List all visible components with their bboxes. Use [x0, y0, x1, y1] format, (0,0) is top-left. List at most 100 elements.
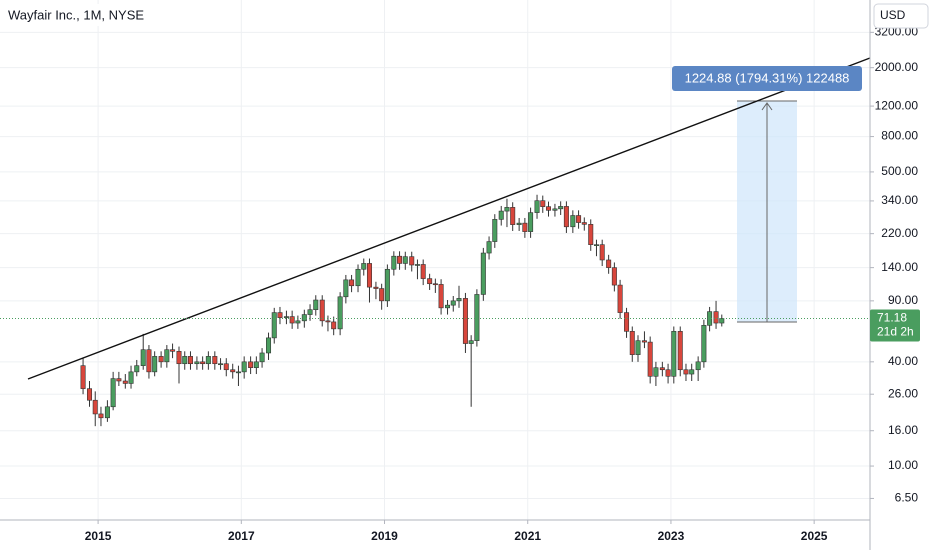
- candle-body: [427, 278, 433, 285]
- candle-body: [581, 222, 587, 225]
- candle-body: [104, 406, 110, 419]
- candle-body: [122, 380, 128, 384]
- candle-body: [719, 318, 725, 324]
- candle-body: [713, 311, 719, 324]
- candle-body: [504, 207, 510, 212]
- y-tick-label: 340.00: [881, 193, 918, 207]
- candle-body: [259, 352, 265, 363]
- currency-button[interactable]: [873, 3, 929, 29]
- measure-label: 1224.88 (1794.31%) 122488: [685, 70, 850, 85]
- candle-body: [116, 378, 122, 382]
- candle-body: [283, 316, 289, 318]
- candle-body: [545, 206, 551, 211]
- candle-body: [331, 321, 337, 330]
- candle-body: [313, 299, 319, 311]
- candle-body: [683, 369, 689, 375]
- candle-body: [307, 309, 313, 315]
- candle-body: [624, 312, 630, 332]
- candle-body: [641, 340, 647, 343]
- candle-body: [468, 340, 474, 344]
- candle-body: [152, 356, 158, 373]
- candle-body: [295, 320, 301, 324]
- measure-arrow-head: [761, 102, 773, 111]
- candle-body: [170, 349, 176, 352]
- candle-body: [384, 268, 390, 302]
- candle-body: [164, 349, 170, 363]
- candle-body: [194, 361, 200, 365]
- candle-body: [176, 351, 182, 365]
- candle-body: [617, 284, 623, 313]
- y-tick-label: 90.00: [888, 293, 918, 307]
- candle-body: [158, 356, 164, 363]
- last-price-label: 71.18: [877, 311, 907, 325]
- measure-label-bg: [672, 66, 862, 91]
- candle-body: [230, 369, 236, 373]
- candle-body: [450, 300, 456, 306]
- title-bg: [2, 4, 152, 26]
- y-tick-label: 40.00: [888, 354, 918, 368]
- y-tick-label: 16.00: [888, 423, 918, 437]
- last-price-tag: [870, 309, 920, 342]
- candle-body: [343, 279, 349, 298]
- candle-body: [629, 331, 635, 355]
- y-tick-label: 2000.00: [875, 60, 919, 74]
- candle-body: [325, 320, 331, 323]
- chart-title: Wayfair Inc., 1M, NYSE: [8, 7, 144, 22]
- y-tick-label: 500.00: [881, 164, 918, 178]
- candle-body: [677, 331, 683, 371]
- candle-body: [187, 356, 193, 365]
- candle-body: [576, 215, 582, 223]
- candle-body: [182, 356, 188, 365]
- candle-body: [140, 349, 146, 366]
- candle-body: [462, 298, 468, 344]
- candle-body: [540, 200, 546, 207]
- candle-body: [456, 298, 462, 302]
- candle-body: [563, 206, 569, 228]
- trend-line: [27, 57, 871, 380]
- candle-body: [110, 378, 116, 408]
- candle-body: [271, 312, 277, 339]
- y-tick-label: 140.00: [881, 260, 918, 274]
- candle-body: [355, 268, 361, 287]
- candle-body: [510, 207, 516, 225]
- candle-body: [665, 369, 671, 377]
- y-tick-label: 26.00: [888, 386, 918, 400]
- candle-body: [671, 331, 677, 377]
- candle-body: [593, 244, 599, 246]
- candle-body: [146, 349, 152, 373]
- candle-body: [241, 361, 247, 373]
- candle-body: [319, 299, 325, 322]
- candle-body: [570, 215, 576, 228]
- y-tick-label: 10.00: [888, 458, 918, 472]
- currency-label[interactable]: USD: [880, 8, 906, 22]
- candle-body: [80, 365, 86, 389]
- candle-body: [218, 363, 224, 366]
- x-tick-label: 2017: [228, 529, 255, 543]
- candle-body: [128, 371, 134, 384]
- candle-body: [379, 288, 385, 302]
- candle-body: [235, 371, 241, 374]
- axis-layer: 3200.002000.001200.00800.00500.00340.002…: [85, 25, 919, 544]
- candle-body: [432, 283, 438, 286]
- x-tick-label: 2019: [371, 529, 398, 543]
- y-tick-label: 1200.00: [875, 98, 919, 112]
- candle-body: [480, 252, 486, 295]
- candle-body: [402, 256, 408, 264]
- candle-body: [277, 312, 283, 318]
- candle-body: [373, 286, 379, 289]
- candle-body: [248, 361, 254, 368]
- candle-body: [599, 244, 605, 261]
- candle-body: [445, 304, 451, 309]
- candle-body: [611, 267, 617, 286]
- x-tick-label: 2023: [658, 529, 685, 543]
- candle-body: [420, 264, 426, 279]
- candle-body: [647, 341, 653, 377]
- candle-body: [701, 325, 707, 363]
- candle-body: [289, 316, 295, 324]
- x-tick-label: 2021: [514, 529, 541, 543]
- candle-body: [397, 255, 403, 264]
- candle-body: [205, 356, 211, 365]
- candle-body: [552, 208, 558, 211]
- candle-body: [87, 388, 93, 401]
